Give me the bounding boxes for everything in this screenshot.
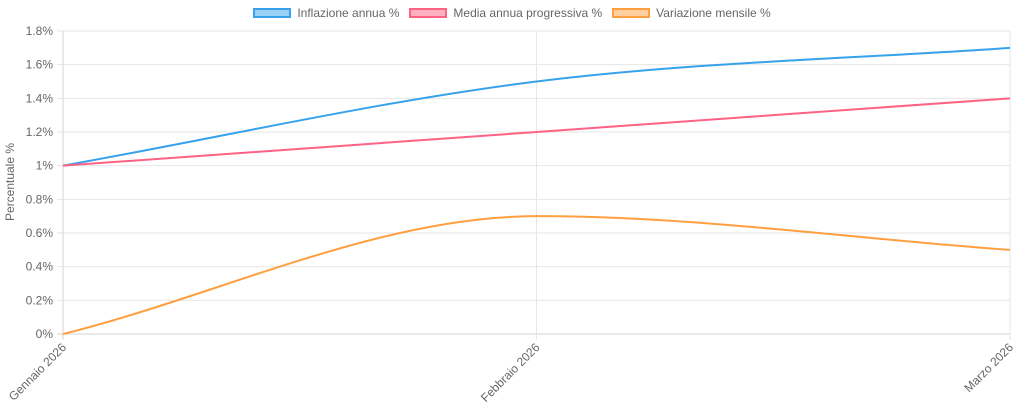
y-tick-label: 0% [36,327,54,341]
legend-label: Variazione mensile % [656,6,771,20]
y-tick-label: 0.8% [26,192,54,206]
legend-item-variazione[interactable]: Variazione mensile % [612,6,771,20]
series-line-2[interactable] [62,215,1011,335]
y-axis-ticks: 0% 0.2% 0.4% 0.6% 0.8% 1% 1.2% 1.4% 1.6% 1.8% [26,24,54,341]
y-tick-label: 1.8% [26,24,54,38]
x-tick-label: Febbraio 2026 [478,340,543,405]
y-tick-label: 1.4% [26,91,54,105]
legend-swatch-icon [612,8,651,18]
chart-legend: Inflazione annua % Media annua progressi… [0,6,1024,20]
legend-item-media[interactable]: Media annua progressiva % [409,6,602,20]
y-tick-label: 0.2% [26,293,54,307]
series-line-0[interactable] [62,46,1011,167]
legend-item-inflazione[interactable]: Inflazione annua % [253,6,399,20]
legend-swatch-icon [409,8,448,18]
x-tick-label: Gennaio 2026 [6,340,69,403]
y-tick-label: 0.6% [26,226,54,240]
y-tick-label: 1.6% [26,58,54,72]
series-lines [62,46,1011,335]
y-tick-label: 1.2% [26,125,54,139]
series-line-1[interactable] [62,97,1011,167]
x-axis-ticks: Gennaio 2026 Febbraio 2026 Marzo 2026 [6,340,1016,405]
y-tick-label: 0.4% [26,260,54,274]
y-tick-label: 1% [36,159,54,173]
legend-label: Media annua progressiva % [453,6,603,20]
legend-label: Inflazione annua % [297,6,400,20]
legend-swatch-icon [253,8,292,18]
x-tick-label: Marzo 2026 [961,340,1016,395]
y-axis-label: Percentuale % [3,143,17,221]
